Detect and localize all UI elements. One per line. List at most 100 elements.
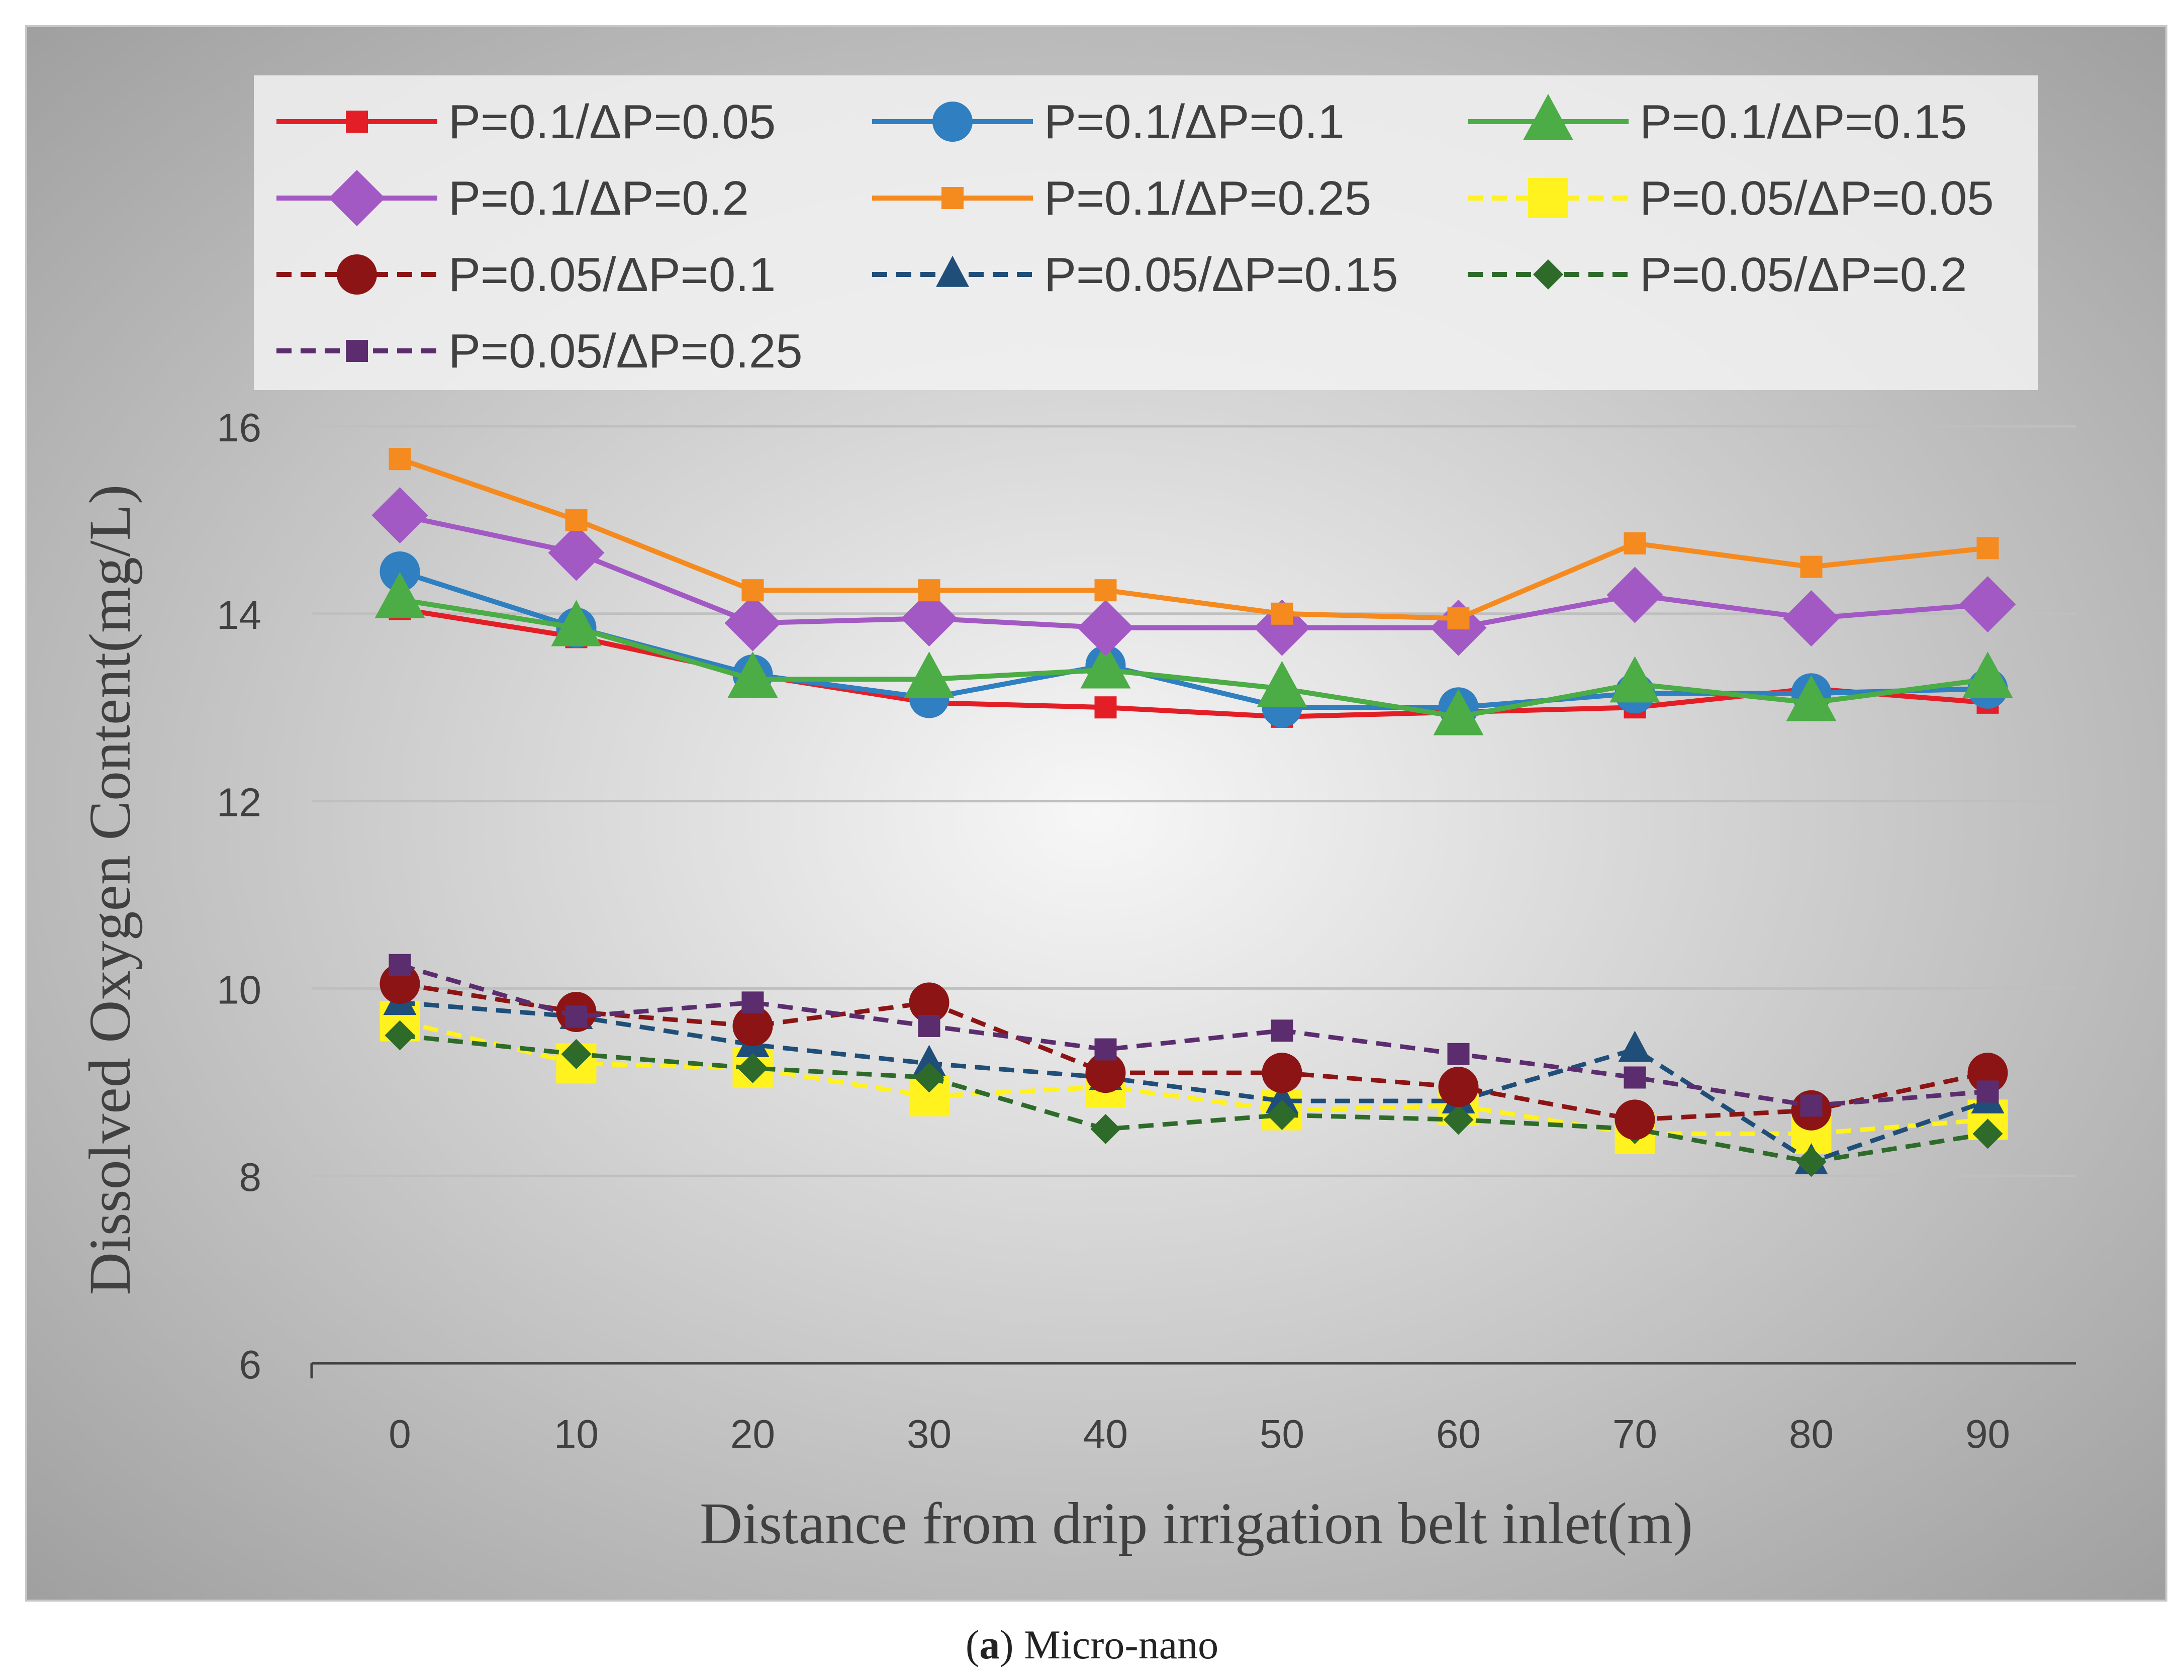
series-line — [399, 963, 1988, 1108]
legend-item: P=0.1/ΔP=0.1 — [872, 95, 1345, 149]
data-point — [1609, 656, 1660, 703]
series-10 — [389, 954, 1999, 1117]
series-line — [399, 597, 1988, 719]
legend-item: P=0.1/ΔP=0.05 — [276, 95, 776, 149]
data-point — [1962, 651, 2013, 698]
legend-swatch-marker — [1528, 178, 1568, 218]
data-point — [1085, 1053, 1126, 1093]
legend-label: P=0.05/ΔP=0.15 — [1044, 248, 1398, 302]
data-point — [1265, 1082, 1299, 1113]
legend-swatch-marker — [936, 255, 969, 287]
data-point — [1606, 567, 1663, 623]
data-point — [1262, 1053, 1302, 1093]
legend-label: P=0.1/ΔP=0.25 — [1044, 171, 1371, 225]
data-point — [1624, 1066, 1646, 1089]
data-point — [1959, 576, 2016, 633]
data-point — [741, 579, 764, 602]
legend-label: P=0.05/ΔP=0.2 — [1640, 248, 1967, 302]
legend-swatch-marker — [346, 111, 368, 133]
data-point — [741, 991, 764, 1014]
legend-label: P=0.1/ΔP=0.1 — [1044, 95, 1345, 149]
x-tick-label: 50 — [1260, 1412, 1304, 1456]
data-point — [1267, 1100, 1297, 1131]
data-point — [548, 524, 605, 581]
legend-swatch-marker — [329, 170, 385, 226]
data-point — [1786, 675, 1837, 721]
legend-label: P=0.05/ΔP=0.05 — [1640, 171, 1994, 225]
data-point — [914, 1062, 944, 1093]
legend-item: P=0.05/ΔP=0.15 — [872, 248, 1398, 302]
data-point — [1796, 1147, 1827, 1177]
legend-swatch-marker — [941, 187, 964, 209]
data-point — [1080, 642, 1131, 689]
caption-letter: a — [979, 1622, 1000, 1667]
y-axis-label: Dissolved Oxygen Content(mg/L) — [77, 485, 143, 1295]
legend-item: P=0.1/ΔP=0.15 — [1468, 94, 1967, 149]
data-point — [389, 954, 411, 976]
data-point — [918, 1014, 940, 1037]
legend-swatch-marker — [346, 340, 368, 362]
data-point — [1618, 1031, 1652, 1062]
legend-item: P=0.05/ΔP=0.1 — [276, 248, 776, 302]
data-point — [389, 448, 411, 471]
data-point — [1257, 661, 1307, 707]
legend-background — [254, 75, 2038, 390]
data-point — [1972, 1118, 2003, 1149]
series-line — [399, 456, 1988, 621]
x-tick-label: 70 — [1612, 1412, 1657, 1456]
legend: P=0.1/ΔP=0.05 P=0.1/ΔP=0.1 P=0.1/ΔP=0.15 P=… — [276, 94, 1994, 378]
legend-label: P=0.1/ΔP=0.15 — [1640, 95, 1967, 149]
figure-caption: (a) Micro-nano — [0, 1621, 2184, 1668]
series-5 — [389, 448, 1999, 630]
series-line — [399, 1019, 1988, 1136]
series-line — [399, 513, 1988, 630]
legend-item: P=0.05/ΔP=0.05 — [1468, 171, 1994, 225]
x-axis-label: Distance from drip irrigation belt inlet… — [700, 1490, 1693, 1556]
legend-label: P=0.05/ΔP=0.1 — [448, 248, 776, 302]
series-9 — [385, 1020, 2003, 1177]
series-3 — [374, 572, 2013, 735]
x-tick-label: 30 — [907, 1412, 952, 1456]
legend-swatch-marker — [932, 102, 973, 142]
data-point — [379, 551, 420, 592]
data-point — [371, 487, 428, 544]
data-point — [1976, 1080, 1999, 1103]
data-point — [901, 590, 958, 647]
y-tick-label: 6 — [239, 1342, 262, 1387]
data-point — [565, 509, 588, 531]
data-point — [1800, 1094, 1823, 1117]
series-line — [400, 1033, 1988, 1164]
caption-close-paren: ) — [1000, 1622, 1014, 1667]
data-point — [909, 982, 949, 1023]
y-tick-label: 10 — [217, 967, 261, 1012]
data-point — [565, 1005, 588, 1028]
y-tick-label: 14 — [217, 593, 261, 637]
legend-label: P=0.1/ΔP=0.05 — [448, 95, 776, 149]
series-line — [400, 1000, 1988, 1164]
data-point — [918, 579, 940, 602]
data-point — [561, 1039, 592, 1069]
data-point — [1976, 537, 1999, 559]
y-tick-label: 12 — [217, 780, 261, 825]
data-point — [385, 1020, 415, 1051]
series-line — [399, 981, 1988, 1122]
caption-text: Micro-nano — [1013, 1622, 1219, 1667]
legend-label: P=0.1/ΔP=0.2 — [448, 171, 749, 225]
series — [371, 448, 2016, 1177]
data-point — [912, 1045, 946, 1076]
data-point — [1094, 579, 1117, 602]
caption-open-paren: ( — [965, 1622, 980, 1667]
data-point — [724, 595, 781, 651]
x-tick-label: 90 — [1965, 1412, 2010, 1456]
legend-item: P=0.05/ΔP=0.25 — [276, 324, 803, 378]
legend-item: P=0.1/ΔP=0.25 — [872, 171, 1371, 225]
legend-label: P=0.05/ΔP=0.25 — [448, 324, 803, 378]
legend-item: P=0.1/ΔP=0.2 — [276, 170, 749, 226]
data-point — [1094, 696, 1117, 719]
legend-item: P=0.05/ΔP=0.2 — [1468, 248, 1967, 302]
axes: 6 8 10 12 14 16 0 10 20 30 40 50 60 70 80 90 — [217, 405, 2076, 1456]
legend-swatch-marker — [337, 254, 377, 295]
data-point — [1783, 590, 1840, 647]
